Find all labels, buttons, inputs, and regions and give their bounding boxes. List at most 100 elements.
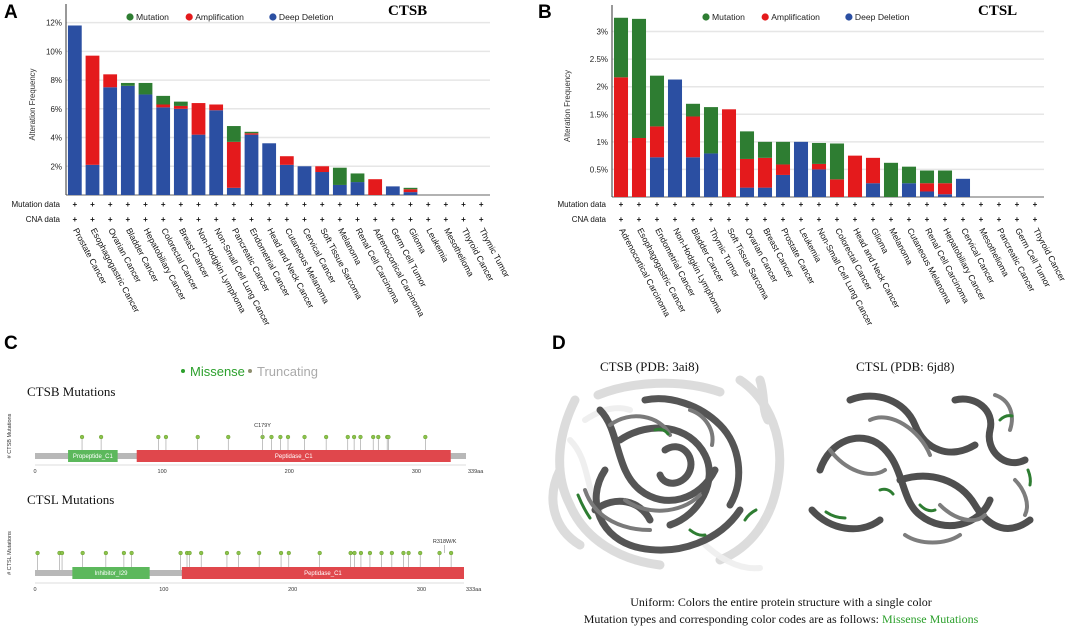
bar-deep-deletion-renal-cell-carcinoma (919, 191, 935, 197)
mutation-data-marker: + (108, 200, 113, 209)
bar-mutation-colorectal-cancer (156, 95, 171, 105)
domain-label-propeptide-c1: Propeptide_C1 (73, 454, 114, 460)
ytick-label: 3% (596, 28, 608, 37)
bar-amplification-breast-cancer (757, 157, 773, 188)
bar-amplification-prostate-cancer (775, 164, 791, 175)
mutation-data-marker: + (727, 200, 732, 209)
missense-mutation-marker (285, 434, 291, 440)
bar-amplification-non-hodgkin-lymphoma (191, 103, 206, 135)
mutation-data-marker: + (373, 200, 378, 209)
cna-data-marker: + (196, 215, 201, 224)
lollipop-xtick: 100 (158, 469, 167, 475)
mutation-data-marker: + (72, 200, 77, 209)
lollipop-xtick: 300 (412, 469, 421, 475)
missense-mutation-marker (302, 434, 307, 440)
domain-peptidase-c1 (136, 450, 451, 462)
panel-b: B 0.5% 1% 1.5% 2% 2.5% 3% Alteration Frequency… (538, 2, 1065, 327)
ytick-label: 8% (50, 76, 62, 85)
y-axis-label: Alteration Frequency (563, 70, 572, 142)
legend-marker-deep-deletion (269, 13, 277, 21)
mutation-data-row-label: Mutation data (558, 200, 607, 209)
cna-data-marker: + (1015, 215, 1020, 224)
mutation-data-marker: + (196, 200, 201, 209)
mutation-data-marker: + (745, 200, 750, 209)
missense-mutation-marker (367, 550, 373, 556)
missense-mutation-marker (195, 434, 200, 440)
bar-amplification-non-small-cell-lung-cancer (811, 163, 827, 170)
legend-label-amplification: Amplification (771, 12, 820, 22)
bar-deep-deletion-head-and-neck-cancer (262, 143, 277, 195)
missense-mutation-marker (278, 550, 284, 556)
bar-deep-deletion-non-hodgkin-lymphoma (667, 79, 683, 197)
ytick-label: 1% (596, 138, 608, 147)
missense-mutation-marker (35, 550, 40, 556)
cna-data-marker: + (871, 215, 876, 224)
domain-label-peptidase-c1: Peptidase_C1 (275, 454, 313, 460)
missense-legend-label: Missense (190, 364, 245, 379)
cna-data-marker: + (907, 215, 912, 224)
bar-deep-deletion-germ-cell-tumor (385, 186, 400, 195)
missense-mutation-marker (449, 550, 454, 556)
annotated-mutation-label: C179Y (254, 423, 271, 429)
cna-data-marker: + (443, 215, 448, 224)
missense-mutation-marker (418, 550, 423, 556)
panel-b-label: B (538, 2, 552, 23)
missense-mutation-marker (352, 550, 357, 556)
missense-mutation-marker (236, 550, 241, 556)
bar-mutation-hepatobiliary-cancer (138, 82, 153, 95)
bar-deep-deletion-breast-cancer (173, 108, 188, 195)
cna-data-marker: + (337, 215, 342, 224)
bar-amplification-esophagogastric-cancer (631, 137, 647, 197)
legend-label-mutation: Mutation (136, 12, 169, 22)
ctsl-alteration-chart: 0.5% 1% 1.5% 2% 2.5% 3% Alteration Frequency + +… (558, 3, 1065, 327)
bar-amplification-glioma (403, 189, 418, 193)
cna-data-marker: + (267, 215, 272, 224)
cna-data-marker: + (355, 215, 360, 224)
structure-caption-line2: Mutation types and corresponding color c… (584, 612, 979, 626)
bar-amplification-head-and-neck-cancer (847, 155, 863, 197)
cna-data-marker: + (853, 215, 858, 224)
bar-amplification-endometrial-cancer (244, 133, 259, 135)
ytick-label: 1.5% (590, 110, 608, 119)
cna-data-marker: + (249, 215, 254, 224)
bar-amplification-adrenocortical-carcinoma (613, 77, 629, 197)
missense-mutation-marker (371, 434, 376, 440)
domain-inhibitor-i29 (72, 567, 150, 579)
mutation-data-marker: + (355, 200, 360, 209)
cna-data-marker: + (426, 215, 431, 224)
lollipop-xtick: 200 (288, 587, 297, 593)
bar-deep-deletion-cervical-cancer (297, 166, 312, 195)
legend-marker-mutation (702, 13, 710, 21)
bar-amplification-esophagogastric-cancer (85, 55, 100, 165)
mutation-data-marker: + (249, 200, 254, 209)
caption-line2-prefix: Mutation types and corresponding color c… (584, 612, 882, 626)
cna-data-marker: + (461, 215, 466, 224)
ytick-label: 10% (46, 47, 62, 56)
bar-deep-deletion-endometrial-cancer (244, 134, 259, 195)
cna-data-marker: + (178, 215, 183, 224)
mutation-data-marker: + (961, 200, 966, 209)
bar-deep-deletion-ovarian-cancer (103, 87, 118, 195)
mutation-data-marker: + (461, 200, 466, 209)
missense-mutation-marker (317, 550, 322, 556)
mutation-data-marker: + (161, 200, 166, 209)
legend-marker-mutation (126, 13, 134, 21)
cna-data-marker: + (889, 215, 894, 224)
bar-amplification-adrenocortical-carcinoma (368, 179, 383, 195)
missense-mutation-marker (386, 434, 391, 440)
legend-label-amplification: Amplification (195, 12, 244, 22)
bar-mutation-hepatobiliary-cancer (937, 170, 953, 184)
mutation-data-marker: + (835, 200, 840, 209)
mutation-data-marker: + (302, 200, 307, 209)
cna-data-marker: + (408, 215, 413, 224)
bar-mutation-thymic-tumor (703, 107, 719, 154)
lollipop-title: CTSB Mutations (27, 384, 116, 399)
domain-propeptide-c1 (68, 450, 118, 462)
bar-deep-deletion-non-small-cell-lung-cancer (209, 110, 224, 195)
protein-length-label: 333aa (466, 587, 482, 593)
mutation-data-marker: + (214, 200, 219, 209)
cna-data-marker: + (763, 215, 768, 224)
mutation-data-marker: + (709, 200, 714, 209)
cna-data-marker: + (727, 215, 732, 224)
